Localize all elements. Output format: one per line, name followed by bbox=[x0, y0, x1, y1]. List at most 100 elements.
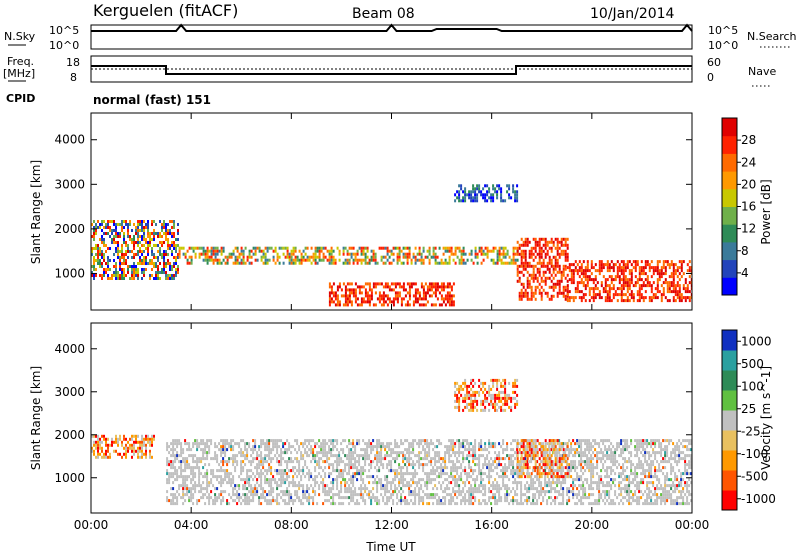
freq-panel: Freq. [MHz] 18 8 60 0 Nave bbox=[3, 55, 776, 87]
heatmap-cell bbox=[145, 247, 147, 250]
heatmap-cell bbox=[105, 449, 107, 453]
heatmap-cell bbox=[330, 246, 333, 250]
heatmap-cell bbox=[232, 252, 235, 256]
heatmap-cell bbox=[580, 487, 583, 491]
heatmap-cell bbox=[99, 265, 101, 268]
heatmap-cell bbox=[374, 261, 377, 265]
heatmap-cell bbox=[260, 442, 263, 446]
heatmap-cell bbox=[400, 261, 403, 265]
heatmap-cell bbox=[230, 445, 233, 449]
heatmap-cell bbox=[418, 249, 421, 253]
heatmap-cell bbox=[584, 278, 587, 282]
heatmap-cell bbox=[532, 258, 535, 262]
heatmap-cell bbox=[272, 442, 275, 446]
heatmap-cell bbox=[408, 282, 411, 286]
heatmap-cell bbox=[133, 449, 135, 453]
heatmap-cell bbox=[428, 249, 431, 253]
heatmap-cell bbox=[578, 490, 581, 494]
heatmap-cell bbox=[478, 499, 481, 503]
heatmap-cell bbox=[384, 490, 387, 494]
heatmap-cell bbox=[532, 264, 535, 268]
heatmap-cell bbox=[608, 263, 611, 267]
heatmap-cell bbox=[512, 439, 515, 443]
heatmap-cell bbox=[103, 232, 105, 235]
heatmap-cell bbox=[466, 442, 469, 446]
heatmap-cell bbox=[522, 493, 525, 497]
heatmap-cell bbox=[113, 220, 115, 223]
heatmap-cell bbox=[91, 250, 93, 253]
heatmap-cell bbox=[432, 249, 435, 253]
heatmap-cell bbox=[482, 196, 485, 200]
heatmap-cell bbox=[198, 466, 201, 470]
heatmap-cell bbox=[500, 193, 503, 197]
heatmap-cell bbox=[472, 190, 475, 194]
heatmap-cell bbox=[125, 262, 127, 265]
heatmap-cell bbox=[484, 463, 487, 467]
heatmap-cell bbox=[280, 246, 283, 250]
heatmap-cell bbox=[482, 249, 485, 253]
heatmap-cell bbox=[141, 455, 143, 459]
heatmap-cell bbox=[230, 252, 233, 256]
heatmap-cell bbox=[270, 457, 273, 461]
heatmap-cell bbox=[602, 263, 605, 267]
heatmap-cell bbox=[157, 259, 159, 262]
heatmap-cell bbox=[332, 255, 335, 259]
heatmap-cell bbox=[420, 252, 423, 256]
heatmap-cell bbox=[430, 469, 433, 473]
heatmap-cell bbox=[316, 460, 319, 464]
heatmap-cell bbox=[208, 258, 211, 262]
heatmap-cell bbox=[604, 287, 607, 291]
heatmap-cell bbox=[336, 478, 339, 482]
heatmap-cell bbox=[550, 502, 553, 506]
heatmap-cell bbox=[352, 493, 355, 497]
heatmap-cell bbox=[396, 246, 399, 250]
heatmap-cell bbox=[364, 499, 367, 503]
heatmap-cell bbox=[115, 434, 117, 438]
heatmap-cell bbox=[147, 220, 149, 223]
heatmap-cell bbox=[202, 258, 205, 262]
heatmap-cell bbox=[350, 475, 353, 479]
heatmap-cell bbox=[640, 272, 643, 276]
heatmap-cell bbox=[470, 252, 473, 256]
heatmap-cell bbox=[284, 246, 287, 250]
heatmap-cell bbox=[278, 469, 281, 473]
heatmap-cell bbox=[458, 478, 461, 482]
heatmap-cell bbox=[107, 277, 109, 280]
heatmap-cell bbox=[330, 252, 333, 256]
heatmap-cell bbox=[376, 442, 379, 446]
heatmap-cell bbox=[406, 472, 409, 476]
heatmap-cell bbox=[342, 478, 345, 482]
heatmap-cell bbox=[137, 452, 139, 456]
heatmap-cell bbox=[442, 282, 445, 286]
heatmap-cell bbox=[370, 451, 373, 455]
heatmap-cell bbox=[168, 460, 171, 464]
heatmap-cell bbox=[528, 499, 531, 503]
heatmap-cell bbox=[516, 246, 519, 250]
heatmap-cell bbox=[276, 255, 279, 259]
heatmap-cell bbox=[330, 496, 333, 500]
heatmap-cell bbox=[127, 446, 129, 450]
heatmap-cell bbox=[534, 255, 537, 259]
heatmap-cell bbox=[424, 282, 427, 286]
heatmap-cell bbox=[418, 457, 421, 461]
heatmap-cell bbox=[242, 493, 245, 497]
heatmap-cell bbox=[402, 285, 405, 289]
heatmap-cell bbox=[222, 478, 225, 482]
heatmap-cell bbox=[550, 237, 553, 241]
heatmap-cell bbox=[596, 281, 599, 285]
heatmap-cell bbox=[402, 451, 405, 455]
heatmap-cell bbox=[592, 299, 595, 303]
heatmap-cell bbox=[270, 469, 273, 473]
heatmap-cell bbox=[378, 460, 381, 464]
heatmap-cell bbox=[468, 193, 471, 197]
heatmap-cell bbox=[123, 235, 125, 238]
heatmap-cell bbox=[526, 282, 529, 286]
heatmap-cell bbox=[448, 258, 451, 262]
heatmap-cell bbox=[177, 268, 179, 271]
heatmap-cell bbox=[296, 451, 299, 455]
heatmap-cell bbox=[151, 223, 153, 226]
heatmap-cell bbox=[534, 475, 537, 479]
heatmap-cell bbox=[492, 445, 495, 449]
heatmap-cell bbox=[216, 445, 219, 449]
heatmap-cell bbox=[482, 252, 485, 256]
